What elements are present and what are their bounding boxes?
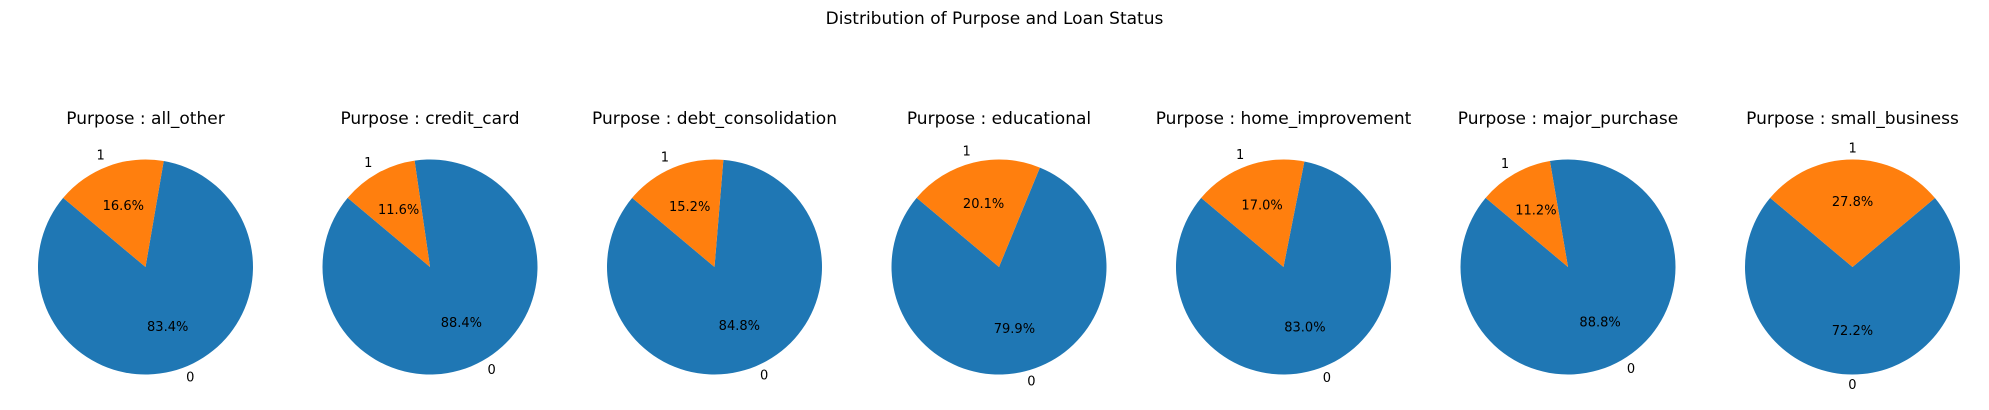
pie-chart-small-business: Purpose : small_business 72.2% 0 27.8% 1 xyxy=(1744,109,1960,393)
pie-title: Purpose : debt_consolidation xyxy=(592,109,837,129)
pie-percent-label: 20.1% xyxy=(963,197,1004,212)
pie-category-label: 1 xyxy=(364,156,372,171)
pie-chart-major-purchase: Purpose : major_purchase 88.8% 0 11.2% 1 xyxy=(1458,109,1678,377)
pie-percent-label: 17.0% xyxy=(1241,199,1282,214)
pie-category-label: 1 xyxy=(1848,141,1856,156)
pie-category-label: 1 xyxy=(97,148,105,163)
pie-slice-1 xyxy=(1770,159,1935,267)
pie-percent-label: 15.2% xyxy=(669,200,710,215)
pie-title: Purpose : small_business xyxy=(1746,109,1959,129)
pie-category-label: 0 xyxy=(1627,362,1635,377)
pie-title: Purpose : major_purchase xyxy=(1458,109,1678,129)
pie-category-label: 0 xyxy=(1848,378,1856,393)
pie-title: Purpose : educational xyxy=(907,109,1091,129)
pie-percent-label: 72.2% xyxy=(1832,324,1873,339)
pie-category-label: 0 xyxy=(488,363,496,378)
pie-slice-0 xyxy=(1744,197,1960,375)
pie-slice-0 xyxy=(1460,159,1676,375)
pie-category-label: 1 xyxy=(962,145,970,160)
pie-percent-label: 88.4% xyxy=(441,316,482,331)
pie-category-label: 1 xyxy=(1236,148,1244,163)
pie-chart-home-improvement: Purpose : home_improvement 83.0% 0 17.0% 1 xyxy=(1156,109,1412,386)
pie-slice-1 xyxy=(916,159,1040,267)
pie-percent-label: 83.0% xyxy=(1284,320,1325,335)
figure-title: Distribution of Purpose and Loan Status xyxy=(826,9,1164,29)
pie-category-label: 0 xyxy=(1027,374,1035,389)
pie-percent-label: 88.8% xyxy=(1579,315,1620,330)
pie-slice-1 xyxy=(632,159,724,267)
pie-slice-1 xyxy=(347,160,430,267)
pie-slice-0 xyxy=(891,167,1107,375)
pie-percent-label: 79.9% xyxy=(994,322,1035,337)
pie-slice-1 xyxy=(1485,161,1568,267)
pie-title: Purpose : all_other xyxy=(66,109,224,129)
pie-slice-1 xyxy=(1201,159,1305,267)
pie-percent-label: 11.6% xyxy=(378,203,419,218)
pie-slice-0 xyxy=(37,161,253,375)
pie-percent-label: 84.8% xyxy=(719,319,760,334)
pie-category-label: 0 xyxy=(760,369,768,384)
pie-slice-0 xyxy=(322,159,538,375)
pie-chart-debt-consolidation: Purpose : debt_consolidation 84.8% 0 15.2% 1 xyxy=(592,109,837,384)
pie-title: Purpose : home_improvement xyxy=(1156,109,1412,129)
pie-category-label: 0 xyxy=(1323,371,1331,386)
pie-slice-0 xyxy=(1175,161,1391,375)
pie-percent-label: 16.6% xyxy=(103,199,144,214)
pie-slice-0 xyxy=(607,159,823,375)
pie-percent-label: 83.4% xyxy=(147,320,188,335)
pie-slice-1 xyxy=(63,159,164,267)
pie-percent-label: 11.2% xyxy=(1515,204,1556,219)
pie-chart-educational: Purpose : educational 79.9% 0 20.1% 1 xyxy=(891,109,1107,389)
pie-category-label: 1 xyxy=(1501,157,1509,172)
pie-percent-label: 27.8% xyxy=(1832,195,1873,210)
pie-category-label: 1 xyxy=(661,150,669,165)
pie-category-label: 0 xyxy=(186,371,194,386)
pie-chart-all-other: Purpose : all_other 83.4% 0 16.6% 1 xyxy=(37,109,253,386)
pie-title: Purpose : credit_card xyxy=(340,109,519,129)
pie-chart-credit-card: Purpose : credit_card 88.4% 0 11.6% 1 xyxy=(322,109,538,378)
